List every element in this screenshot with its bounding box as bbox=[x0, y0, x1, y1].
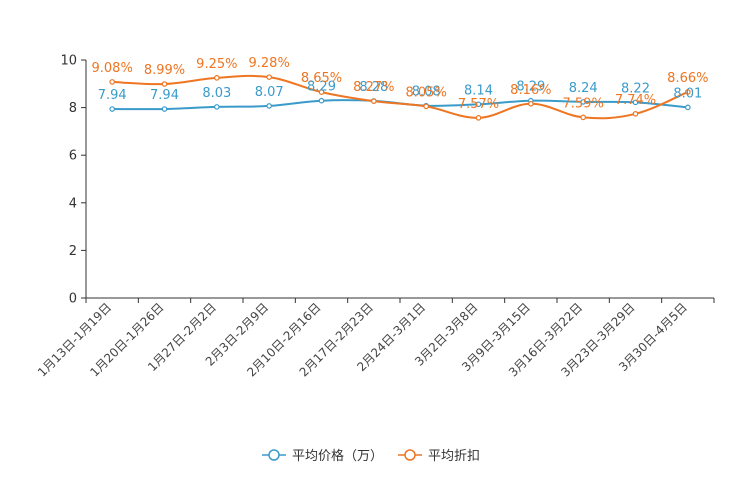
data-point bbox=[632, 99, 639, 106]
data-point bbox=[685, 89, 691, 95]
data-label: 7.74% bbox=[615, 93, 656, 108]
data-label: 8.29 bbox=[516, 80, 545, 95]
data-label: 9.28% bbox=[249, 56, 290, 71]
y-tick-label: 6 bbox=[69, 149, 77, 164]
data-point bbox=[109, 106, 115, 112]
data-point bbox=[214, 75, 220, 81]
y-tick-label: 8 bbox=[69, 101, 77, 116]
data-label: 8.03 bbox=[202, 86, 231, 101]
y-tick-label: 4 bbox=[69, 196, 77, 211]
data-label: 8.16% bbox=[510, 83, 551, 98]
data-label: 8.27% bbox=[353, 80, 394, 95]
data-label: 7.94 bbox=[150, 88, 179, 103]
legend-marker-circle bbox=[404, 449, 416, 461]
data-label: 7.57% bbox=[458, 97, 499, 112]
series-layer bbox=[109, 74, 691, 121]
data-point bbox=[580, 114, 586, 121]
data-point bbox=[161, 81, 168, 87]
data-label: 7.59% bbox=[563, 96, 604, 111]
legend-label: 平均价格（万） bbox=[292, 448, 383, 464]
data-label: 9.25% bbox=[196, 57, 237, 72]
y-tick-label: 0 bbox=[69, 292, 77, 307]
data-label: 8.24 bbox=[569, 81, 598, 96]
data-label: 8.99% bbox=[144, 63, 185, 78]
data-point bbox=[685, 104, 691, 111]
data-point bbox=[318, 89, 325, 95]
data-label: 8.66% bbox=[667, 71, 708, 86]
data-point bbox=[371, 98, 377, 104]
data-label: 8.05% bbox=[406, 85, 447, 100]
data-point bbox=[528, 100, 534, 107]
data-label: 8.08 bbox=[412, 85, 441, 100]
legend-label: 平均折扣 bbox=[428, 449, 480, 464]
data-point bbox=[266, 103, 272, 109]
legend: 平均价格（万） 平均折扣 bbox=[262, 448, 480, 464]
data-point bbox=[580, 99, 586, 105]
data-point bbox=[266, 74, 272, 80]
data-labels: 7.94 7.94 8.03 8.07 8.29 8.28 8.08 8.14 8.29 8.24… bbox=[92, 56, 709, 112]
y-tick-label: 2 bbox=[69, 244, 77, 259]
data-label: 8.01 bbox=[673, 86, 702, 101]
data-point bbox=[161, 106, 168, 112]
data-point bbox=[475, 115, 482, 121]
data-label: 8.29 bbox=[307, 80, 336, 95]
data-label: 9.08% bbox=[92, 61, 133, 76]
y-tick-label: 10 bbox=[60, 54, 77, 69]
data-point bbox=[475, 101, 482, 108]
data-label: 8.28 bbox=[359, 80, 388, 95]
data-label: 7.94 bbox=[98, 88, 127, 103]
data-label: 8.65% bbox=[301, 71, 342, 86]
legend-marker-circle bbox=[268, 449, 280, 461]
data-label: 8.22 bbox=[621, 81, 650, 96]
data-point bbox=[318, 97, 325, 104]
series-line-1 bbox=[112, 74, 689, 120]
data-point bbox=[632, 110, 639, 117]
data-point bbox=[423, 103, 429, 110]
data-label: 8.14 bbox=[464, 83, 493, 98]
data-point bbox=[109, 79, 115, 85]
data-point bbox=[214, 104, 220, 110]
data-label: 8.07 bbox=[255, 85, 284, 100]
